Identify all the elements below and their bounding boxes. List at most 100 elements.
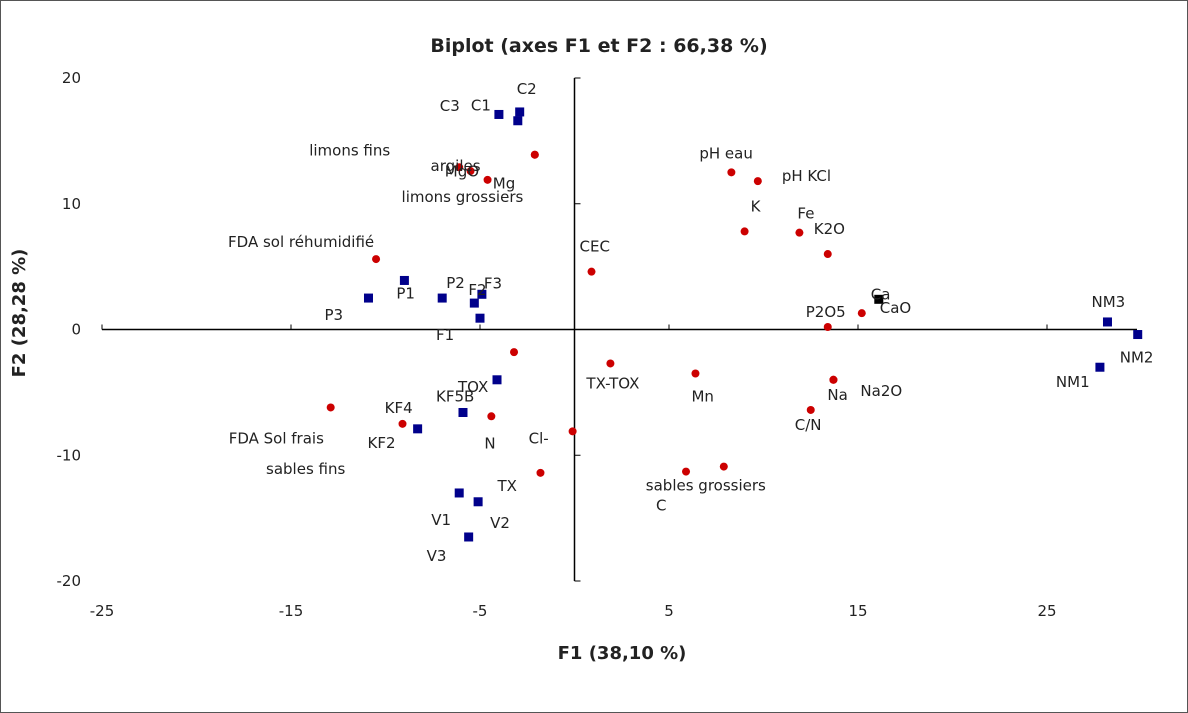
point-label-fda-sol-frais: FDA Sol frais — [229, 429, 324, 447]
variable-point-limons-fins — [455, 163, 464, 172]
y-axis-title: F2 (28,28 %) — [9, 249, 30, 378]
point-label-f1: F1 — [436, 326, 454, 344]
point-label-mgo: MgO — [445, 163, 479, 181]
observation-point-c3 — [513, 116, 523, 126]
variable-point-sables-grossiers — [719, 462, 728, 471]
chart-title: Biplot (axes F1 et F2 : 66,38 %) — [430, 35, 767, 57]
variable-point-tx — [536, 468, 545, 477]
variable-point-ph-eau — [727, 168, 736, 177]
point-label-f2: F2 — [468, 281, 486, 299]
y-tick-label: -20 — [57, 572, 82, 590]
point-label-c-n: C/N — [795, 416, 822, 434]
variable-point-p2o5 — [823, 322, 832, 331]
point-label-mg: Mg — [493, 175, 515, 193]
variable-point-cec — [587, 267, 596, 276]
point-label-p2: P2 — [446, 274, 465, 292]
point-label-fe: Fe — [797, 205, 814, 223]
variable-point-fe — [795, 228, 804, 237]
observation-point-c2 — [515, 107, 525, 117]
observation-point-p2 — [437, 293, 447, 303]
variable-point-c — [682, 467, 691, 476]
data-points — [326, 107, 1143, 542]
point-label-ph-eau: pH eau — [699, 144, 753, 162]
point-label-argiles: argiles — [431, 157, 481, 175]
observation-point-nm2 — [1133, 330, 1143, 340]
tick-labels: -25 -15 -5 5 15 25 20 10 0 -10 -20 — [57, 69, 1057, 620]
point-label-kf5b: KF5B — [436, 387, 474, 405]
y-tick-label: -10 — [57, 446, 82, 464]
variable-point-mg — [530, 150, 539, 159]
point-label-c1: C1 — [471, 96, 491, 114]
observation-point-f3 — [477, 289, 487, 299]
point-label-p1: P1 — [396, 284, 415, 302]
point-label-sables-grossiers: sables grossiers — [646, 477, 766, 495]
point-label-c3: C3 — [440, 97, 460, 115]
observation-point-p3 — [363, 293, 373, 303]
observation-point-f2 — [469, 298, 479, 308]
point-label-nm1: NM1 — [1056, 373, 1090, 391]
point-label-limons-fins: limons fins — [309, 141, 390, 159]
point-label-f3: F3 — [484, 274, 502, 292]
point-label-cl: Cl- — [529, 429, 549, 447]
point-label-k: K — [751, 197, 762, 215]
observation-point-v1 — [454, 488, 464, 498]
point-label-nm2: NM2 — [1120, 349, 1154, 367]
point-label-v2: V2 — [490, 514, 510, 532]
observation-point-f1 — [475, 313, 485, 323]
axes — [101, 77, 1137, 582]
point-label-n: N — [484, 434, 495, 452]
point-label-cec: CEC — [580, 238, 610, 256]
point-label-kf2: KF2 — [368, 434, 396, 452]
x-tick-label: -25 — [90, 602, 115, 620]
point-label-nm3: NM3 — [1091, 293, 1125, 311]
y-tick-label: 0 — [71, 321, 81, 339]
y-tick-label: 20 — [62, 69, 81, 87]
observation-point-tox — [492, 375, 502, 385]
point-label-na: Na — [827, 386, 847, 404]
variable-point-k2o — [823, 250, 832, 259]
observation-point-kf4 — [413, 424, 423, 434]
point-label-tox: TOX — [457, 378, 488, 396]
point-label-v3: V3 — [427, 547, 447, 565]
variable-point-mn — [691, 369, 700, 378]
x-tick-label: 25 — [1037, 602, 1056, 620]
variable-point-ph-kcl — [753, 177, 762, 186]
point-label-p2o5: P2O5 — [806, 303, 846, 321]
variable-point-cao — [857, 309, 866, 318]
point-label-kf4: KF4 — [385, 399, 413, 417]
point-label-k2o: K2O — [814, 220, 845, 238]
variable-point-k — [740, 227, 749, 236]
variable-point-n — [487, 412, 496, 421]
variable-point-kf2 — [398, 419, 407, 428]
observation-point-v3 — [464, 532, 474, 542]
y-tick-label: 10 — [62, 195, 81, 213]
point-label-tx: TX — [496, 477, 516, 495]
variable-point-fda-sol-r-humidifi — [372, 255, 381, 264]
point-label-fda-sol-r-humidifi: FDA sol réhumidifié — [228, 233, 374, 251]
point-label-sables-fins: sables fins — [266, 460, 345, 478]
point-label-tx-tox: TX-TOX — [585, 374, 639, 392]
variable-point-c-n — [806, 405, 815, 414]
observation-point-p1 — [399, 275, 409, 285]
variable-point-argiles — [466, 167, 475, 176]
variable-point-cl — [568, 427, 577, 436]
point-label-ph-kcl: pH KCl — [782, 167, 831, 185]
variable-point-limons-grossiers — [483, 175, 492, 184]
point-label-limons-grossiers: limons grossiers — [402, 188, 524, 206]
variable-point-na2o — [829, 375, 838, 384]
observation-point-ca — [874, 294, 884, 304]
point-label-p3: P3 — [324, 306, 343, 324]
point-label-c2: C2 — [517, 80, 537, 98]
point-label-cao: CaO — [880, 299, 911, 317]
observation-point-nm1 — [1095, 362, 1105, 372]
variable-point-fda-sol-frais — [326, 403, 335, 412]
x-axis-title: F1 (38,10 %) — [558, 643, 687, 664]
observation-point-kf5b — [458, 407, 468, 417]
point-label-ca: Ca — [871, 285, 891, 303]
variable-point-sables-fins — [510, 348, 519, 357]
x-tick-label: 5 — [664, 602, 674, 620]
point-label-na2o: Na2O — [860, 382, 902, 400]
x-tick-label: -15 — [279, 602, 304, 620]
